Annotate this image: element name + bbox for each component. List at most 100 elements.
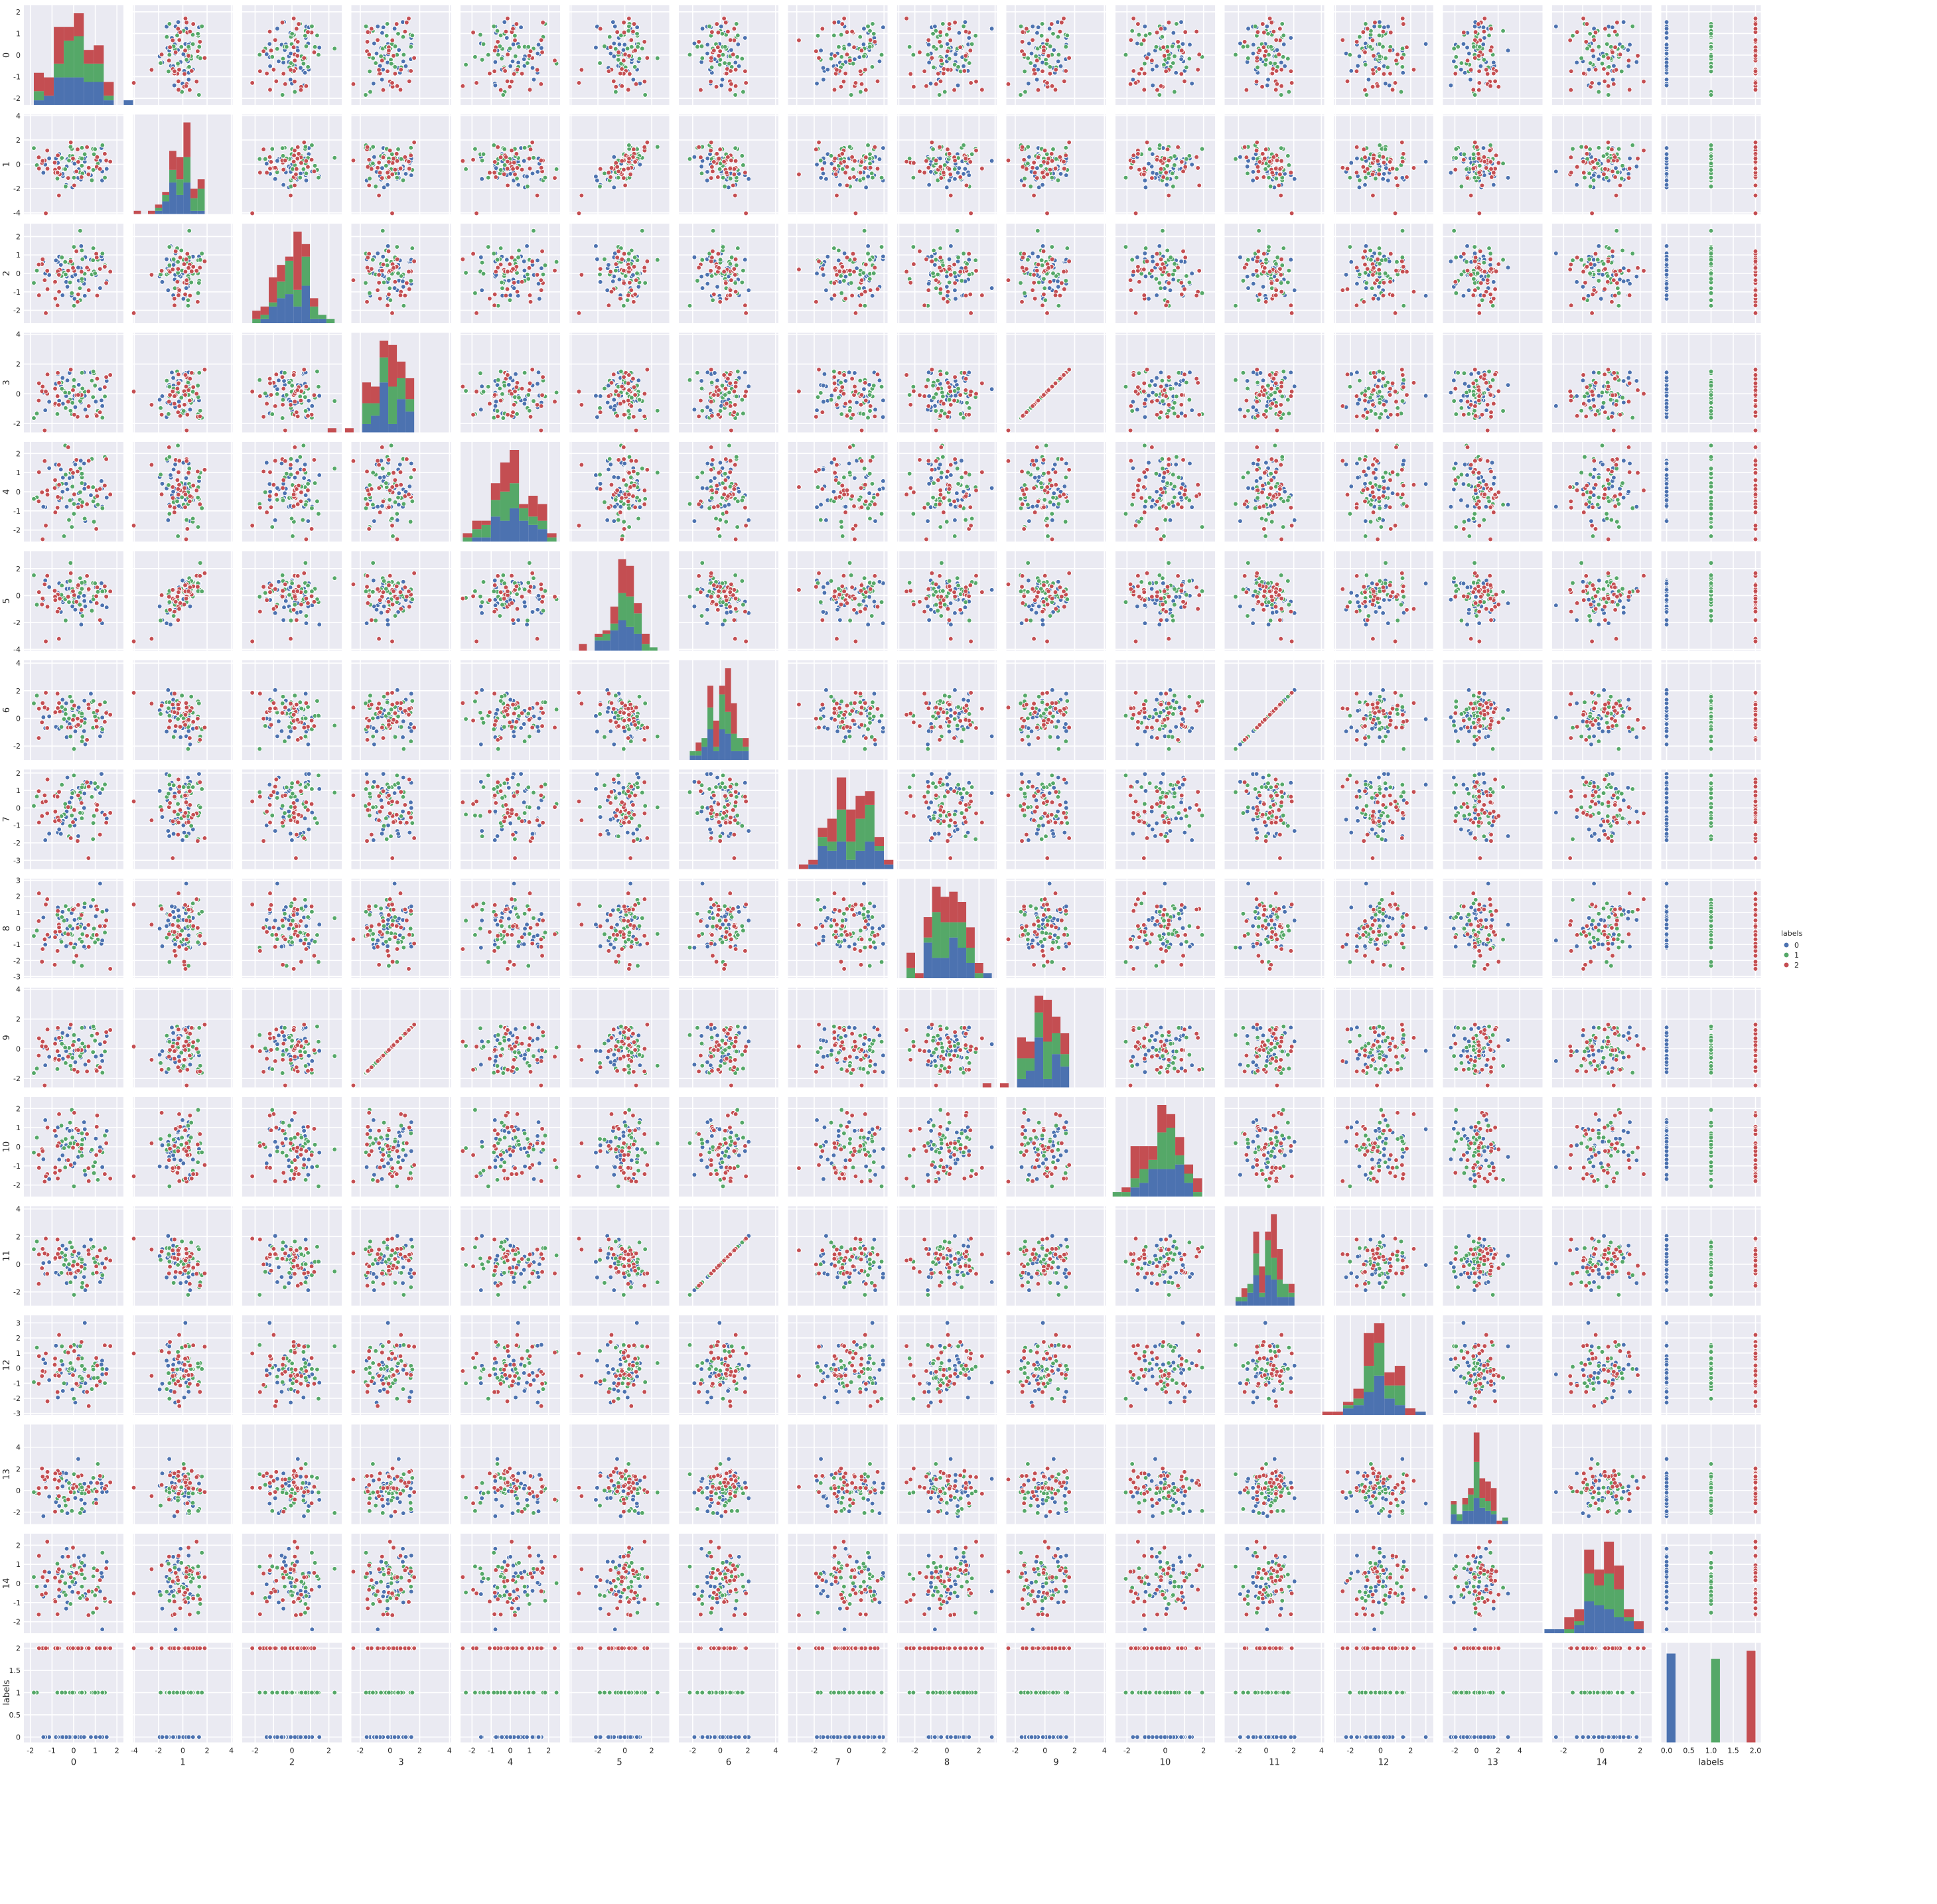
- scatter-point: [735, 54, 740, 59]
- scatter-point: [265, 71, 269, 76]
- scatter-point: [159, 61, 163, 66]
- scatter-point: [741, 163, 745, 167]
- scatter-point: [1597, 279, 1601, 283]
- scatter-point: [1164, 69, 1169, 74]
- scatter-point: [620, 159, 624, 163]
- scatter-point: [1067, 140, 1072, 145]
- scatter-point: [95, 293, 100, 298]
- scatter-point: [957, 31, 962, 35]
- scatter-point: [186, 298, 190, 303]
- scatter-point: [267, 155, 272, 159]
- scatter-point: [378, 296, 382, 301]
- scatter-point: [1476, 151, 1481, 156]
- scatter-point: [1200, 147, 1204, 151]
- scatter-point: [1381, 29, 1386, 34]
- scatter-point: [941, 71, 946, 76]
- scatter-point: [1362, 147, 1366, 152]
- scatter-point: [629, 44, 634, 49]
- scatter-point: [1482, 293, 1486, 298]
- panel-0-vs-3: [351, 5, 451, 105]
- scatter-point: [1611, 249, 1615, 254]
- y-tick-label: -1: [13, 73, 21, 82]
- scatter-point: [394, 151, 399, 156]
- scatter-point: [1053, 167, 1058, 171]
- scatter-point: [149, 273, 154, 277]
- scatter-point: [869, 171, 874, 176]
- scatter-point: [1035, 176, 1039, 181]
- scatter-point: [480, 177, 484, 181]
- scatter-point: [948, 273, 953, 277]
- scatter-point: [1025, 161, 1030, 166]
- scatter-point: [1263, 62, 1268, 67]
- scatter-point: [947, 22, 952, 27]
- scatter-point: [1664, 281, 1669, 286]
- scatter-point: [873, 265, 877, 270]
- scatter-point: [1274, 288, 1279, 293]
- panel-1-vs-8: [897, 115, 997, 216]
- scatter-point: [1165, 248, 1170, 253]
- scatter-point: [1251, 273, 1255, 277]
- scatter-point: [1630, 24, 1635, 29]
- scatter-point: [492, 303, 497, 308]
- scatter-point: [1581, 285, 1585, 289]
- scatter-point: [857, 286, 861, 291]
- scatter-point: [1181, 249, 1186, 254]
- scatter-point: [399, 68, 403, 72]
- scatter-point: [1190, 163, 1194, 167]
- scatter-point: [480, 260, 484, 265]
- scatter-point: [1279, 93, 1283, 98]
- scatter-point: [849, 93, 853, 98]
- scatter-point: [1753, 81, 1758, 86]
- scatter-point: [173, 303, 177, 308]
- scatter-point: [1579, 56, 1584, 60]
- scatter-point: [1465, 244, 1470, 248]
- scatter-point: [273, 177, 277, 181]
- scatter-point: [1396, 52, 1400, 57]
- scatter-point: [1040, 244, 1045, 248]
- scatter-point: [270, 147, 275, 151]
- scatter-point: [369, 167, 374, 171]
- scatter-point: [747, 177, 751, 181]
- scatter-point: [1461, 293, 1466, 298]
- scatter-point: [610, 20, 615, 25]
- scatter-point: [962, 143, 966, 147]
- scatter-point: [1371, 273, 1376, 277]
- scatter-point: [1354, 265, 1359, 270]
- scatter-point: [197, 44, 202, 49]
- scatter-point: [1133, 311, 1138, 315]
- scatter-point: [53, 279, 58, 284]
- scatter-point: [837, 248, 841, 253]
- scatter-point: [852, 45, 857, 50]
- scatter-point: [1491, 71, 1496, 76]
- scatter-point: [1141, 172, 1146, 177]
- scatter-point: [380, 58, 384, 63]
- scatter-point: [187, 64, 192, 69]
- scatter-point: [1049, 22, 1054, 27]
- scatter-point: [1022, 183, 1027, 188]
- scatter-point: [1636, 54, 1640, 58]
- scatter-point: [958, 45, 963, 50]
- scatter-point: [381, 155, 386, 160]
- scatter-point: [1584, 145, 1589, 149]
- scatter-point: [1287, 163, 1291, 167]
- scatter-point: [1155, 293, 1159, 298]
- scatter-point: [517, 248, 522, 253]
- scatter-point: [845, 256, 849, 260]
- scatter-point: [384, 163, 388, 168]
- scatter-point: [72, 303, 76, 308]
- hist-bar-label-1: [285, 261, 293, 294]
- scatter-point: [964, 156, 968, 161]
- scatter-point: [1255, 30, 1260, 35]
- scatter-point: [505, 16, 510, 21]
- scatter-point: [944, 185, 949, 190]
- scatter-point: [1062, 269, 1066, 274]
- scatter-point: [504, 36, 509, 40]
- scatter-point: [642, 145, 647, 149]
- scatter-point: [1058, 64, 1063, 68]
- scatter-point: [1179, 160, 1184, 165]
- scatter-point: [1279, 257, 1284, 261]
- panel-0-vs-8: [897, 5, 997, 105]
- scatter-point: [198, 56, 202, 60]
- scatter-point: [179, 248, 184, 253]
- scatter-point: [1053, 88, 1058, 92]
